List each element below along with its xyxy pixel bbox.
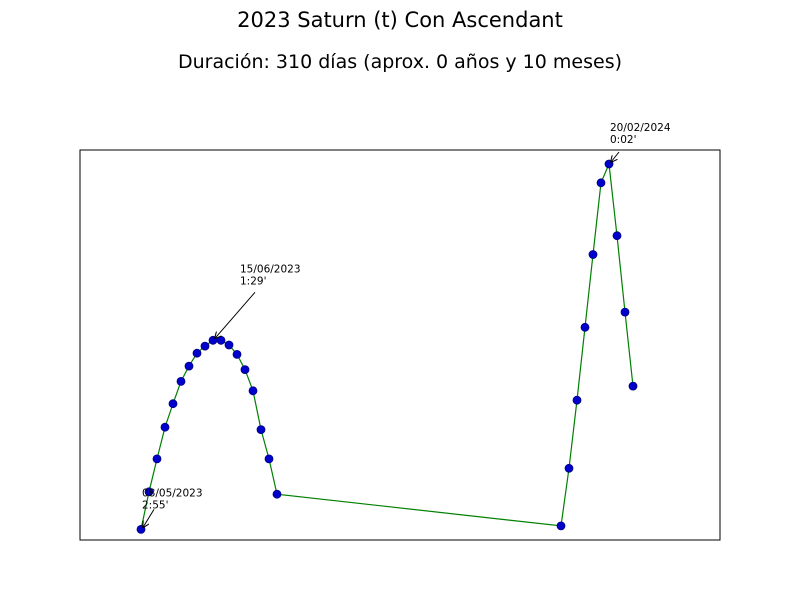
plot-frame bbox=[79, 149, 721, 541]
annotation-value: 1:29' bbox=[240, 275, 266, 287]
data-point bbox=[224, 340, 234, 350]
data-point bbox=[612, 231, 622, 241]
data-point bbox=[248, 386, 258, 396]
series-line bbox=[140, 161, 634, 530]
data-point bbox=[144, 487, 154, 497]
data-point bbox=[240, 365, 250, 375]
annotation-date: 15/06/2023 bbox=[240, 263, 301, 275]
annotation-value: 2:55' bbox=[142, 499, 168, 511]
annotation-value: 0:02' bbox=[610, 134, 636, 146]
data-point bbox=[556, 521, 566, 531]
data-point bbox=[200, 341, 210, 351]
data-point bbox=[572, 395, 582, 405]
annotation-arrow bbox=[215, 291, 256, 338]
data-point bbox=[596, 178, 606, 188]
annotation-arrow bbox=[611, 151, 620, 162]
data-point bbox=[620, 307, 630, 317]
annotation-date: 08/05/2023 bbox=[142, 487, 203, 499]
chart-title: 2023 Saturn (t) Con Ascendant bbox=[237, 8, 563, 32]
data-point bbox=[264, 454, 274, 464]
data-point bbox=[628, 381, 638, 391]
annotation-arrow bbox=[143, 509, 155, 527]
data-point bbox=[564, 463, 574, 473]
annotation-date: 20/02/2024 bbox=[610, 122, 671, 134]
data-point bbox=[152, 454, 162, 464]
data-point bbox=[176, 376, 186, 386]
data-point bbox=[184, 361, 194, 371]
data-point bbox=[216, 335, 226, 345]
data-point bbox=[580, 322, 590, 332]
data-point bbox=[256, 425, 266, 435]
chart-subtitle: Duración: 310 días (aprox. 0 años y 10 m… bbox=[177, 51, 623, 73]
data-point bbox=[232, 349, 242, 359]
data-point bbox=[160, 422, 170, 432]
data-point bbox=[272, 489, 282, 499]
data-point bbox=[168, 399, 178, 409]
data-point bbox=[192, 348, 202, 358]
data-point bbox=[588, 250, 598, 259]
